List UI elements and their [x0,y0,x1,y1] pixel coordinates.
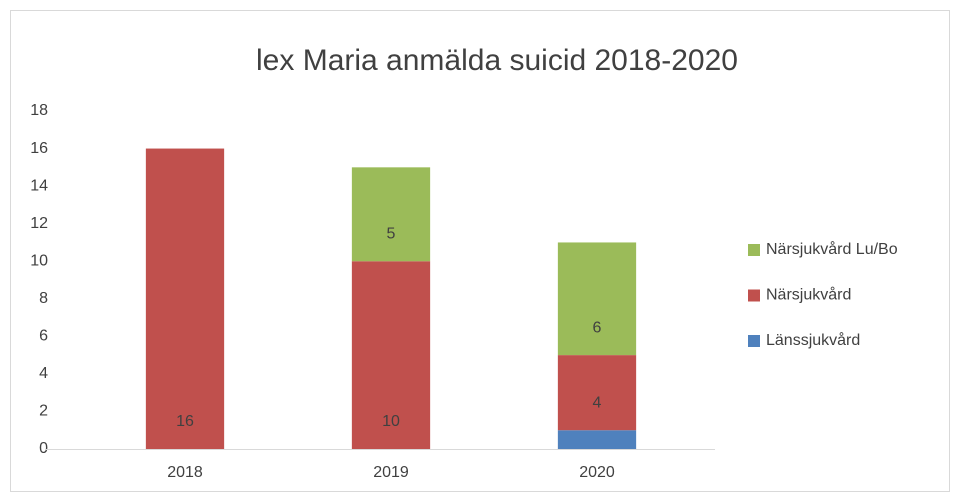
legend-label: Länssjukvård [766,331,860,349]
data-label: 4 [593,394,602,411]
x-tick-label: 2020 [579,464,615,481]
bar-segment [557,355,637,431]
y-tick-label: 6 [39,328,48,345]
bar-segment [557,242,637,356]
bar-segment [351,261,431,449]
y-tick-label: 14 [30,177,48,194]
x-tick-label: 2018 [167,464,203,481]
legend-label: Närsjukvård [766,286,851,304]
chart-title: lex Maria anmälda suicid 2018-2020 [256,44,738,77]
y-tick-label: 18 [30,102,48,119]
y-tick-label: 2 [39,403,48,420]
legend-swatch [748,244,760,256]
data-label: 6 [593,319,602,336]
bar-segment [145,148,225,450]
data-label: 10 [382,413,400,430]
y-tick-label: 12 [30,215,48,232]
bar-segment [557,430,637,449]
legend-label: Närsjukvård Lu/Bo [766,240,898,258]
y-tick-label: 4 [39,365,48,382]
data-label: 16 [176,413,194,430]
data-label: 5 [387,225,396,242]
legend-swatch [748,289,760,302]
y-tick-label: 8 [39,290,48,307]
bar-segment [351,167,431,262]
x-tick-label: 2019 [373,464,409,481]
y-tick-label: 0 [39,440,48,457]
y-tick-label: 10 [30,252,48,269]
y-tick-label: 16 [30,140,48,157]
legend-swatch [748,335,760,347]
